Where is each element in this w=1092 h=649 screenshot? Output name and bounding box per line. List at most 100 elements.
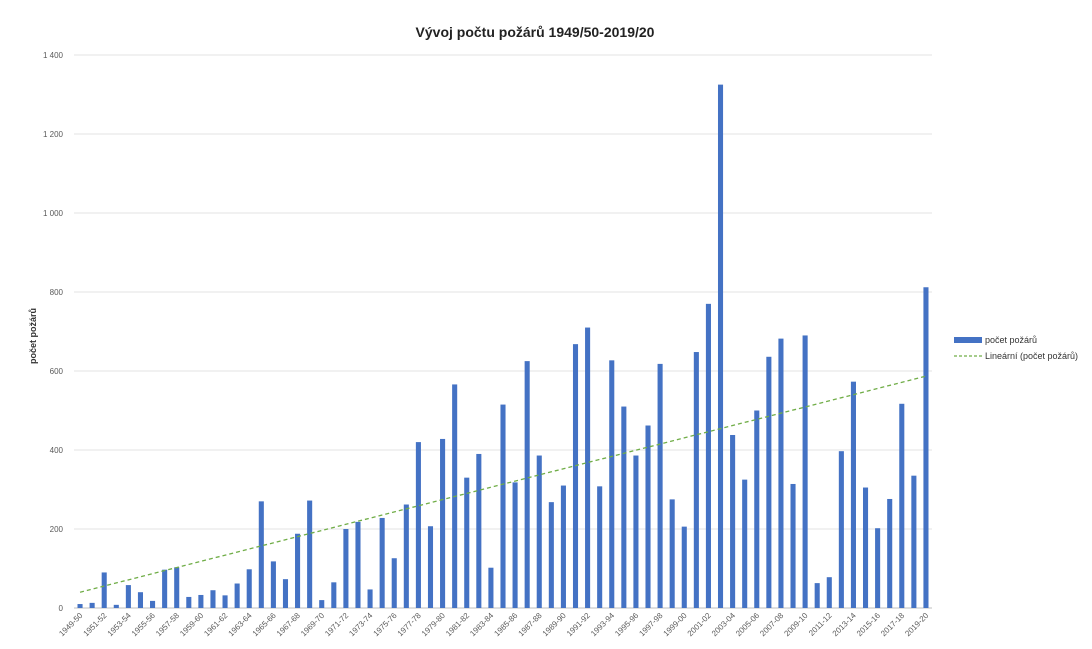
bar	[476, 453, 482, 608]
x-tick-label: 1993-94	[589, 611, 617, 639]
bar	[838, 451, 844, 608]
bar	[585, 327, 591, 608]
x-tick-label: 2009-10	[782, 611, 810, 639]
bar	[282, 579, 289, 608]
x-axis-ticks: 1949-501951-521953-541955-561957-581959-…	[57, 611, 930, 639]
x-tick-label: 2005-06	[734, 611, 762, 639]
x-tick-label: 1955-56	[130, 611, 158, 639]
bar	[198, 594, 204, 608]
x-tick-label: 1957-58	[154, 611, 182, 639]
x-tick-label: 2011-12	[807, 611, 834, 638]
bar	[343, 529, 349, 608]
x-tick-label: 1985-86	[492, 611, 520, 639]
bar	[778, 338, 784, 608]
y-tick-label: 400	[50, 446, 64, 455]
x-tick-label: 1967-68	[275, 611, 303, 639]
x-tick-label: 2001-02	[686, 611, 714, 639]
trendline-layer	[79, 375, 927, 593]
x-tick-label: 1991-92	[565, 611, 593, 639]
legend-label-bars: počet požárů	[985, 335, 1037, 345]
y-tick-label: 600	[50, 367, 64, 376]
bar	[174, 567, 180, 608]
bar	[488, 567, 494, 608]
bar	[77, 604, 83, 608]
x-tick-label: 1989-90	[541, 611, 569, 639]
bar	[186, 596, 192, 608]
bar	[403, 504, 409, 608]
bar	[705, 303, 711, 608]
x-tick-label: 1963-64	[227, 611, 255, 639]
bar	[246, 569, 252, 608]
x-tick-label: 1949-50	[57, 611, 85, 639]
bar	[234, 583, 240, 608]
bar	[572, 344, 579, 608]
x-tick-label: 1973-74	[347, 611, 375, 639]
chart-title: Vývoj počtu požárů 1949/50-2019/20	[416, 24, 655, 40]
bar	[101, 572, 107, 608]
x-tick-label: 1965-66	[251, 611, 279, 639]
bar	[295, 533, 301, 608]
x-tick-label: 1999-00	[662, 611, 690, 639]
bar	[391, 558, 397, 608]
y-tick-label: 200	[50, 525, 64, 534]
bar	[524, 361, 530, 608]
bar	[911, 475, 917, 608]
bar	[693, 352, 699, 608]
bar	[766, 356, 772, 608]
bar	[802, 335, 808, 608]
bar	[850, 381, 856, 608]
x-tick-label: 2007-08	[758, 611, 786, 639]
bar	[427, 526, 434, 608]
bar	[645, 425, 651, 608]
bar	[548, 502, 554, 608]
bar	[923, 287, 929, 608]
bar	[887, 498, 893, 608]
bar	[137, 592, 144, 608]
x-tick-label: 1983-84	[468, 611, 496, 639]
x-tick-label: 1961-62	[202, 611, 230, 639]
bar	[89, 602, 95, 608]
bar	[899, 403, 905, 608]
x-tick-label: 1959-60	[178, 611, 206, 639]
bar	[210, 590, 216, 608]
x-tick-label: 1981-82	[444, 611, 472, 639]
bar	[621, 406, 627, 608]
bar	[367, 589, 373, 608]
bars	[77, 84, 929, 608]
y-tick-label: 1 000	[43, 209, 64, 218]
bar	[222, 595, 228, 608]
trendline	[79, 375, 927, 593]
bar	[862, 487, 869, 608]
x-tick-label: 1951-52	[82, 611, 110, 639]
bar	[730, 434, 736, 608]
x-tick-label: 2003-04	[710, 611, 738, 639]
x-tick-label: 2013-14	[831, 611, 859, 639]
bar	[125, 585, 131, 608]
y-axis-title: počet požárů	[28, 308, 38, 364]
x-tick-label: 1995-96	[613, 611, 641, 639]
bar	[331, 582, 337, 608]
bar	[814, 583, 820, 608]
bar	[754, 410, 760, 608]
bar	[379, 517, 385, 608]
bar	[150, 600, 156, 608]
bar	[681, 526, 687, 608]
x-tick-label: 2015-16	[855, 611, 883, 639]
bar	[597, 486, 603, 608]
bar	[560, 485, 566, 608]
bar	[270, 561, 276, 608]
bar	[258, 501, 264, 608]
legend-label-trendline: Lineární (počet požárů)	[985, 351, 1078, 361]
x-tick-label: 1987-88	[517, 611, 545, 639]
bar	[717, 84, 724, 608]
bar	[512, 482, 518, 608]
bar	[415, 442, 421, 608]
bar	[113, 604, 119, 608]
bar	[633, 455, 639, 608]
bar	[500, 404, 506, 608]
bar	[464, 477, 470, 608]
legend: počet požárů Lineární (počet požárů)	[954, 335, 1078, 361]
bar	[657, 363, 663, 608]
y-tick-label: 1 200	[43, 130, 64, 139]
